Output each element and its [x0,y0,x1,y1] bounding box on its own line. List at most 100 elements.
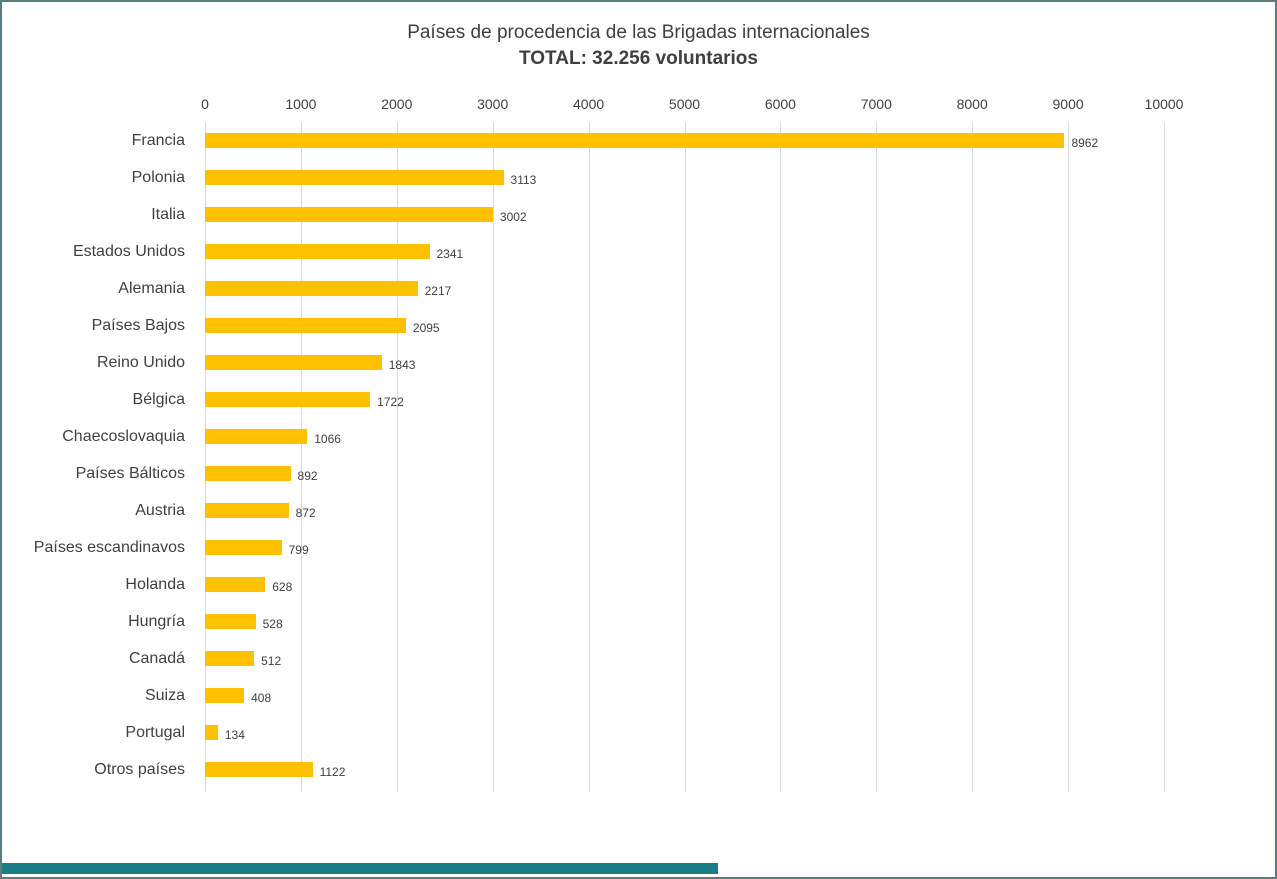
bar-row: Francia 8962 [2,122,1275,159]
x-tick-label: 6000 [764,96,796,112]
bar [205,355,382,370]
bar [205,318,406,333]
category-label: Polonia [131,168,185,186]
x-tick-label: 7000 [860,96,892,112]
value-label: 134 [224,727,245,742]
bar [205,466,291,481]
bottom-teal-bar [2,863,718,874]
category-label: Otros países [94,760,185,778]
bar-row: Austria 872 [2,492,1275,529]
value-label: 512 [261,653,282,668]
bar-row: Portugal 134 [2,714,1275,751]
bar-track: 2095 [205,307,1164,344]
value-label: 628 [272,579,293,594]
bar-track: 408 [205,677,1164,714]
bar-track: 872 [205,492,1164,529]
x-tick-label: 4000 [573,96,605,112]
category-label: Austria [135,501,185,519]
category-label: Países Bajos [91,316,185,334]
value-label: 1066 [314,431,341,446]
value-label: 408 [251,690,272,705]
category-label: Holanda [125,575,185,593]
value-label: 528 [262,616,283,631]
bar-track: 892 [205,455,1164,492]
category-label: Suiza [144,686,185,704]
bar-row: Canadá 512 [2,640,1275,677]
bar-row: Países Bálticos 892 [2,455,1275,492]
bar [205,651,255,666]
bar [205,244,430,259]
value-label: 1122 [319,764,346,779]
bar [205,281,418,296]
bar-track: 799 [205,529,1164,566]
value-label: 872 [295,505,316,520]
bar-row: Polonia 3113 [2,159,1275,196]
category-label: Bélgica [132,390,185,408]
bar-row: Estados Unidos 2341 [2,233,1275,270]
bar-row: Reino Unido 1843 [2,344,1275,381]
bar [205,207,493,222]
x-tick-label: 3000 [477,96,509,112]
category-label: Francia [131,131,185,149]
bar [205,170,504,185]
category-label: Canadá [128,649,185,667]
bar [205,503,289,518]
value-label: 3113 [510,172,537,187]
bar-row: Bélgica 1722 [2,381,1275,418]
bar [205,725,218,740]
bar-chart: 0 1000 2000 3000 4000 5000 6000 7000 8000 9000 100… [2,94,1275,792]
bar-row: Alemania 2217 [2,270,1275,307]
bar [205,614,256,629]
bar-track: 512 [205,640,1164,677]
bar [205,577,266,592]
bar [205,392,371,407]
x-tick-label: 1000 [285,96,317,112]
rows: Francia 8962 Polonia 3113 Italia 3002 Estados … [2,122,1275,788]
value-label: 1722 [377,394,404,409]
category-label: Reino Unido [96,353,185,371]
x-tick-label: 9000 [1052,96,1084,112]
bar-track: 8962 [205,122,1164,159]
bar-row: Hungría 528 [2,603,1275,640]
x-tick-label: 5000 [668,96,701,112]
value-label: 8962 [1071,135,1099,150]
value-label: 3002 [499,209,527,224]
chart-header: Países de procedencia de las Brigadas in… [2,2,1275,72]
bar-row: Otros países 1122 [2,751,1275,788]
value-label: 2095 [412,320,440,335]
bar [205,540,282,555]
bar [205,762,313,777]
bar-row: Chaecoslovaquia 1066 [2,418,1275,455]
value-label: 799 [288,542,309,557]
category-label: Países Bálticos [75,464,185,482]
category-label: Alemania [118,279,185,297]
value-label: 2341 [436,246,464,261]
chart-subtitle: TOTAL: 32.256 voluntarios [519,48,758,69]
category-label: Estados Unidos [72,242,185,260]
category-label: Chaecoslovaquia [62,427,185,445]
x-tick-label: 0 [201,96,209,112]
bar-row: Países escandinavos 799 [2,529,1275,566]
bar-track: 2341 [205,233,1164,270]
bar-row: Suiza 408 [2,677,1275,714]
category-label: Portugal [125,723,185,741]
value-label: 2217 [424,283,452,298]
value-label: 892 [297,468,318,483]
bar-track: 628 [205,566,1164,603]
bar-track: 134 [205,714,1164,751]
bar-track: 1122 [205,751,1164,788]
bar-track: 1843 [205,344,1164,381]
category-label: Italia [151,205,185,223]
chart-title: Países de procedencia de las Brigadas in… [407,22,870,43]
bar-track: 1722 [205,381,1164,418]
category-label: Países escandinavos [33,538,185,556]
x-tick-label: 10000 [1144,96,1184,112]
x-tick-label: 8000 [956,96,988,112]
bar [205,688,245,703]
bar [205,429,308,444]
bar-track: 528 [205,603,1164,640]
bar-row: Italia 3002 [2,196,1275,233]
bar-row: Países Bajos 2095 [2,307,1275,344]
category-label: Hungría [128,612,185,630]
bar-track: 2217 [205,270,1164,307]
